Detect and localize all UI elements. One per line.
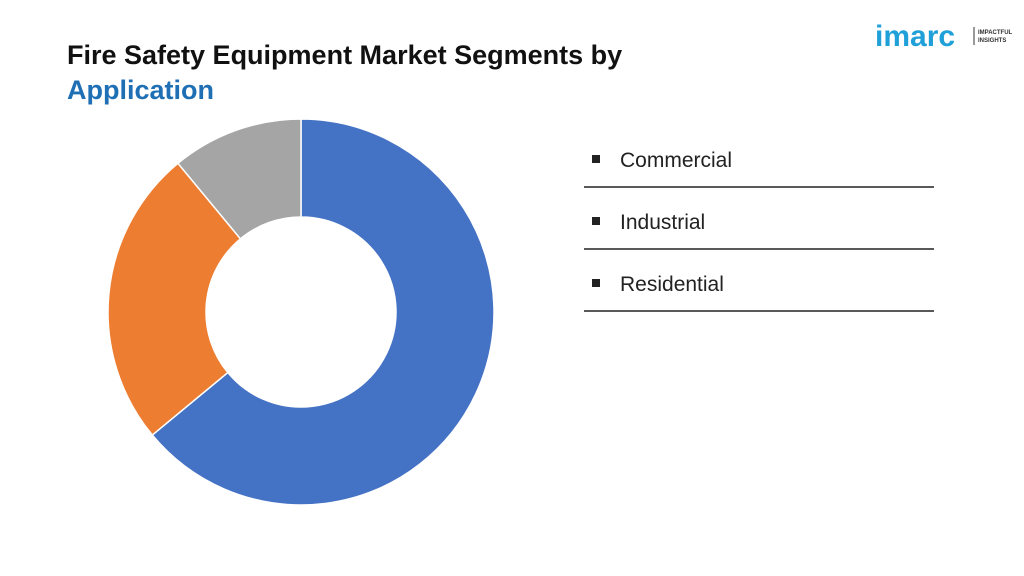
legend: Commercial Industrial Residential <box>584 149 934 312</box>
chart-title-highlight: Application <box>67 75 214 105</box>
logo-tagline: INSIGHTS <box>978 38 1006 44</box>
legend-label: Residential <box>620 273 724 296</box>
donut-slice <box>107 162 242 437</box>
donut-slice <box>151 118 495 506</box>
chart-title: Fire Safety Equipment Market Segments by <box>67 40 622 70</box>
donut-slice <box>176 118 302 240</box>
logo-name: imarc <box>875 20 955 53</box>
legend-label: Commercial <box>620 149 732 172</box>
legend-marker <box>592 155 600 163</box>
legend-label: Industrial <box>620 211 705 234</box>
legend-marker <box>592 279 600 287</box>
donut <box>107 118 495 506</box>
logo-tagline: IMPACTFUL <box>978 30 1013 36</box>
legend-marker <box>592 217 600 225</box>
logo: imarc IMPACTFUL INSIGHTS <box>875 20 1013 53</box>
